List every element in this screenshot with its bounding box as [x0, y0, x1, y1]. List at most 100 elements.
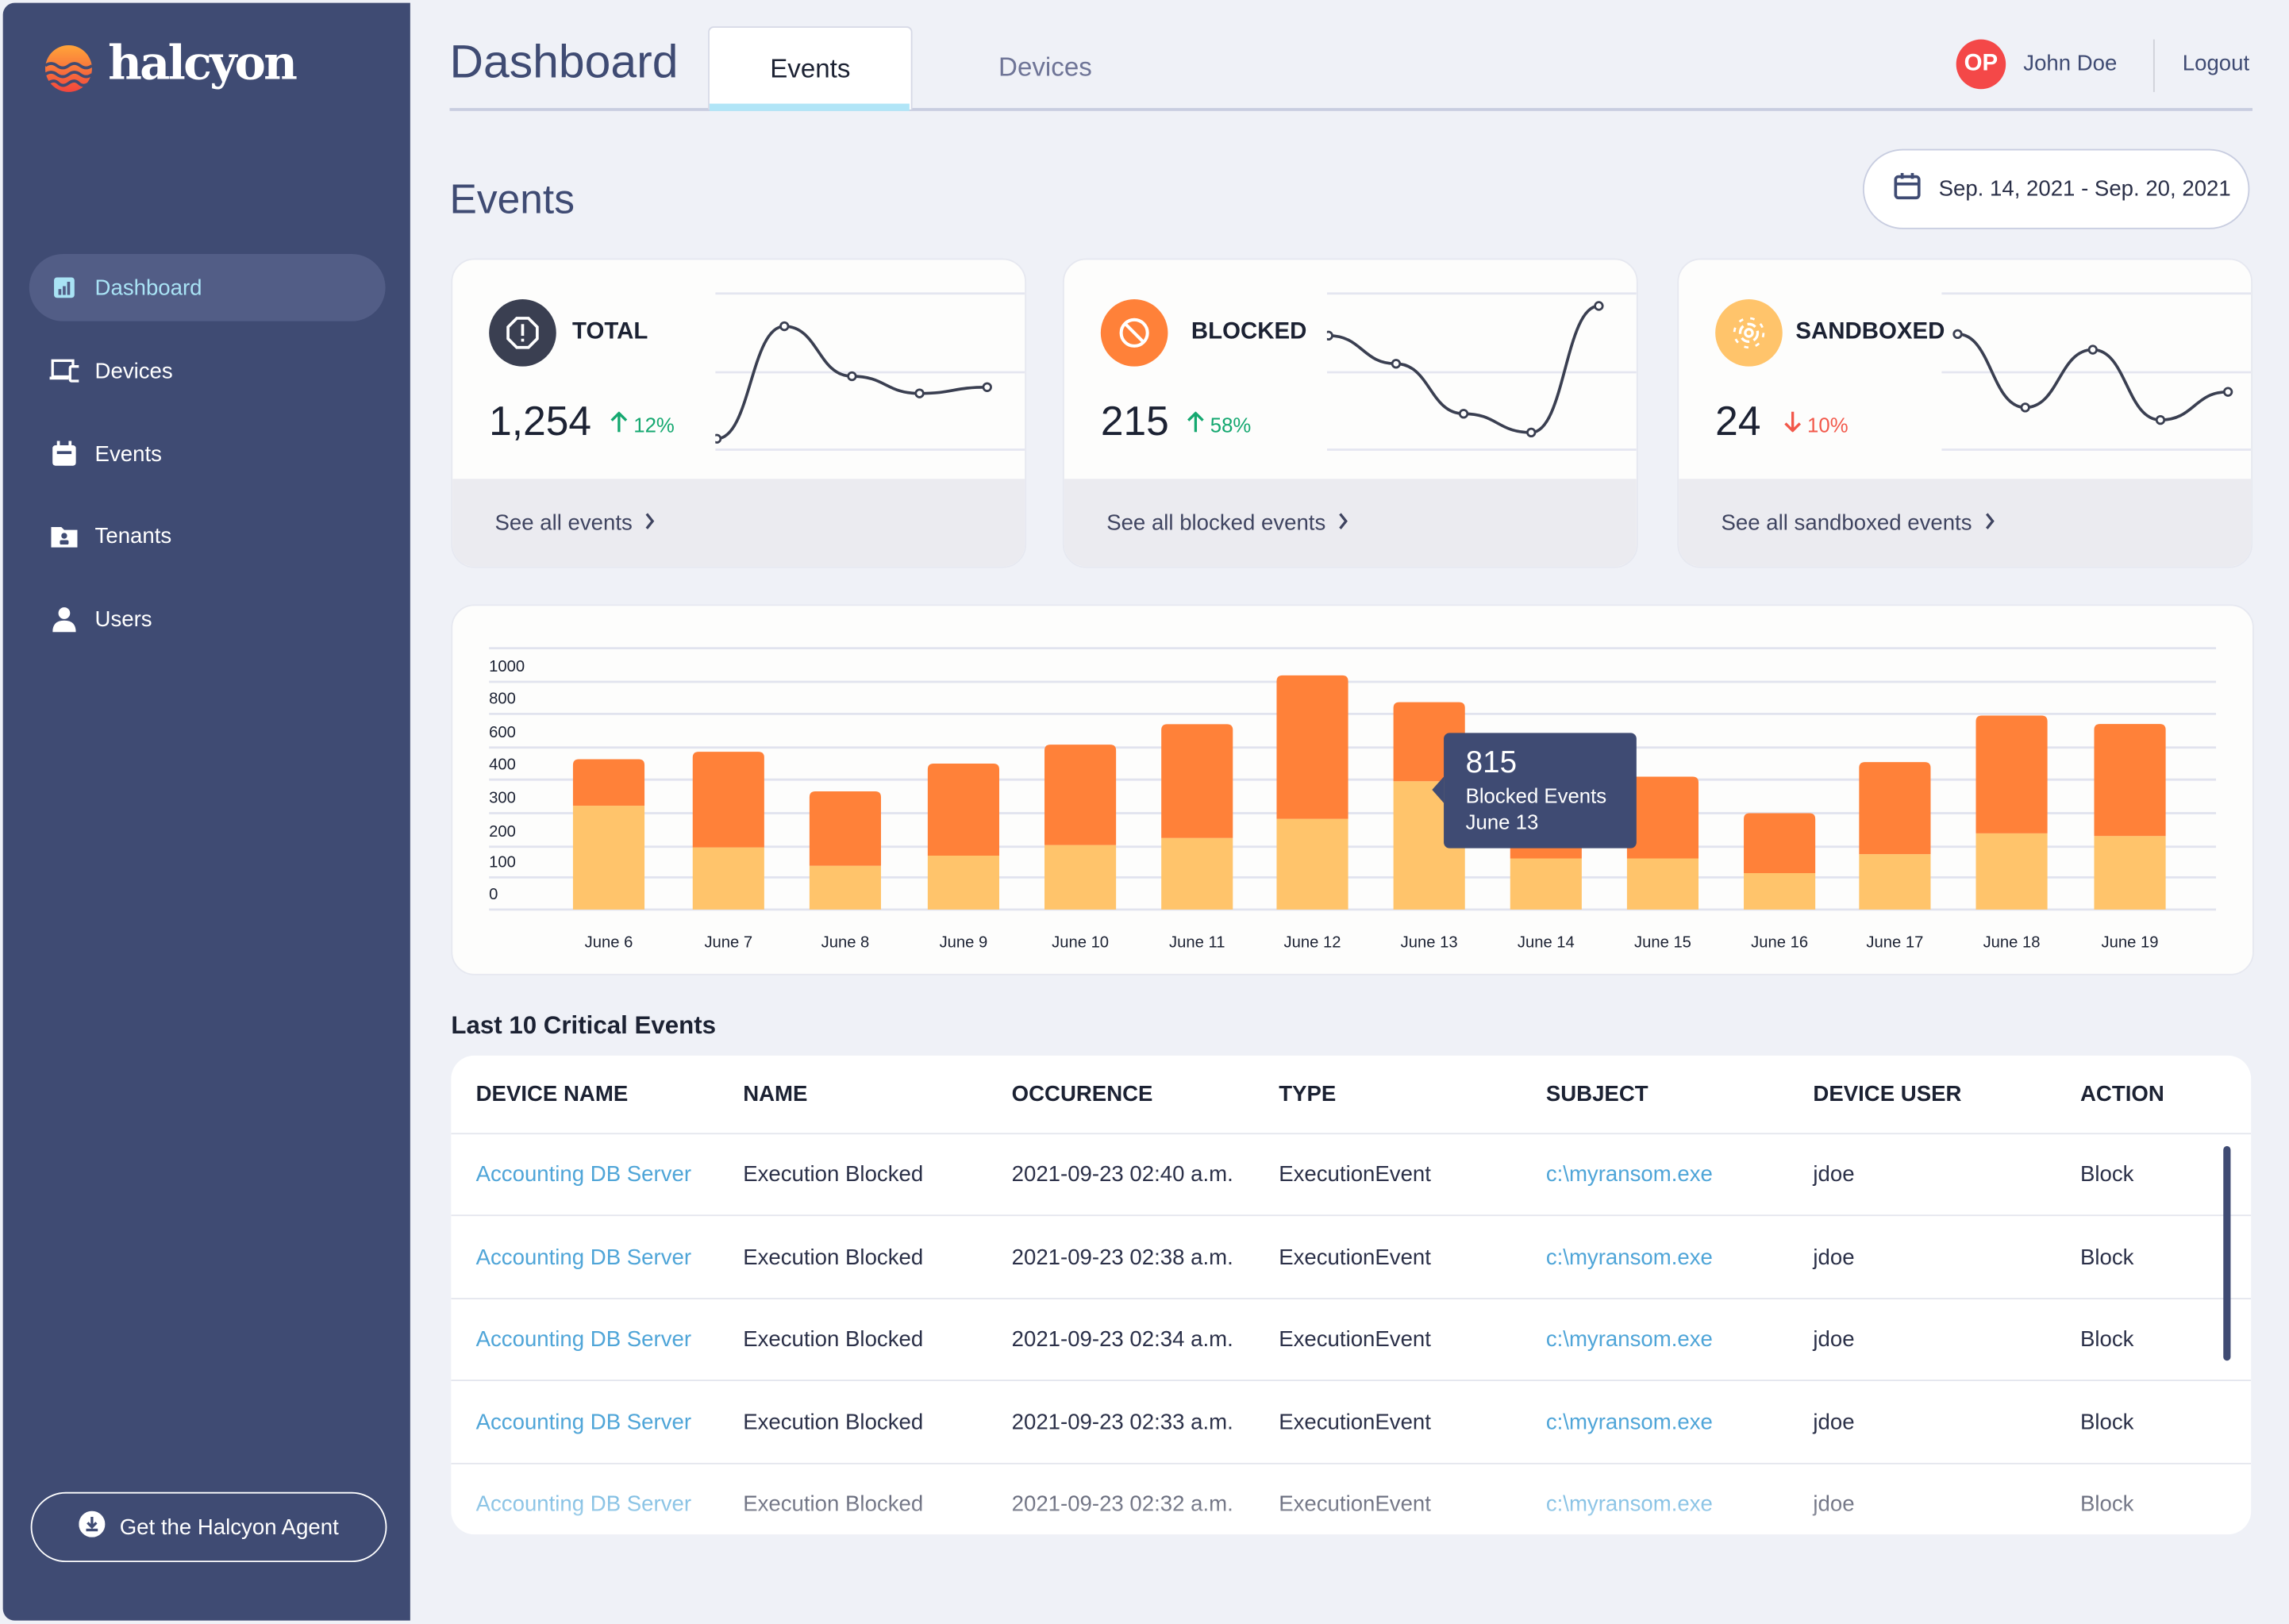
user-name[interactable]: John Doe: [2023, 51, 2118, 76]
y-tick-label: 800: [489, 691, 516, 708]
row-divider: [451, 1380, 2252, 1381]
x-tick-label: June 7: [704, 934, 752, 952]
x-tick-label: June 13: [1401, 934, 1458, 952]
bar-segment[interactable]: [1044, 845, 1117, 910]
sidebar-item-events[interactable]: Events: [29, 421, 386, 488]
x-tick-label: June 14: [1518, 934, 1575, 952]
y-tick-label: 100: [489, 854, 516, 872]
stat-label: BLOCKED: [1191, 319, 1307, 345]
table-cell: 2021-09-23 02:34 a.m.: [1011, 1326, 1233, 1353]
bar-segment[interactable]: [1859, 762, 1931, 855]
stat-card-sandboxed: SANDBOXED 24 10% See all sandboxed event…: [1677, 258, 2253, 568]
device-link[interactable]: Accounting DB Server: [475, 1326, 692, 1353]
date-range-picker[interactable]: Sep. 14, 2021 - Sep. 20, 2021: [1862, 148, 2250, 229]
avatar[interactable]: OP: [1956, 39, 2006, 90]
sidebar-item-tenants[interactable]: Tenants: [29, 502, 386, 570]
arrow-up-icon: [610, 411, 628, 437]
see-all-label: See all blocked events: [1106, 510, 1326, 536]
bar-segment[interactable]: [927, 763, 1000, 856]
subject-link[interactable]: c:\myransom.exe: [1545, 1245, 1713, 1270]
subject-link[interactable]: c:\myransom.exe: [1545, 1491, 1713, 1518]
bar-segment[interactable]: [1744, 813, 1816, 874]
column-header[interactable]: ACTION: [2080, 1081, 2164, 1107]
device-link[interactable]: Accounting DB Server: [475, 1245, 692, 1270]
sidebar-item-devices[interactable]: Devices: [29, 337, 386, 405]
arrow-up-icon: [1187, 411, 1204, 437]
chevron-right-icon: [644, 510, 656, 535]
sidebar-item-label: Dashboard: [94, 275, 202, 300]
column-header[interactable]: DEVICE USER: [1813, 1081, 1962, 1107]
see-all-link[interactable]: See all sandboxed events: [1679, 479, 2252, 567]
sparkline-point: [1458, 409, 1469, 419]
bar-chart-icon: [50, 273, 79, 302]
stat-card-blocked: BLOCKED 215 58% See all blocked events: [1063, 258, 1638, 568]
x-tick-label: June 12: [1284, 934, 1341, 952]
bar-segment[interactable]: [809, 865, 882, 910]
bar-segment[interactable]: [1161, 724, 1233, 838]
chevron-right-icon: [1983, 510, 1995, 535]
bar-segment[interactable]: [692, 752, 764, 848]
column-header[interactable]: OCCURENCE: [1011, 1081, 1153, 1107]
bar-segment[interactable]: [2094, 724, 2166, 837]
bar-segment[interactable]: [2094, 836, 2166, 910]
y-tick-label: 200: [489, 823, 516, 841]
column-header[interactable]: DEVICE NAME: [475, 1081, 629, 1107]
bar-segment[interactable]: [1975, 715, 2048, 833]
bar-segment[interactable]: [1744, 873, 1816, 910]
tab-events[interactable]: Events: [708, 26, 913, 110]
table-title: Last 10 Critical Events: [451, 1011, 717, 1040]
see-all-link[interactable]: See all events: [452, 479, 1025, 567]
column-header[interactable]: TYPE: [1279, 1081, 1337, 1107]
row-divider: [451, 1297, 2252, 1299]
sidebar-item-dashboard[interactable]: Dashboard: [29, 254, 386, 321]
y-tick-label: 600: [489, 724, 516, 741]
bar-segment[interactable]: [1161, 837, 1233, 910]
table-cell: Block: [2080, 1245, 2134, 1270]
bar-segment[interactable]: [1276, 818, 1348, 910]
subject-link[interactable]: c:\myransom.exe: [1545, 1326, 1713, 1353]
bar-segment[interactable]: [1626, 776, 1699, 859]
table-cell: 2021-09-23 02:38 a.m.: [1011, 1245, 1233, 1270]
bar-segment[interactable]: [1975, 833, 2048, 910]
sidebar-item-users[interactable]: Users: [29, 586, 386, 653]
table-cell: Execution Blocked: [743, 1409, 924, 1435]
get-agent-label: Get the Halcyon Agent: [119, 1514, 339, 1540]
sparkline-point: [2020, 402, 2030, 413]
table-cell: jdoe: [1813, 1491, 1855, 1518]
subject-link[interactable]: c:\myransom.exe: [1545, 1409, 1713, 1435]
tab-label: Events: [770, 53, 851, 83]
device-link[interactable]: Accounting DB Server: [475, 1162, 692, 1187]
x-tick-label: June 8: [821, 934, 870, 952]
bar-segment[interactable]: [1044, 745, 1117, 845]
y-tick-label: 300: [489, 790, 516, 807]
tab-devices[interactable]: Devices: [949, 26, 1142, 108]
table-scrollbar[interactable]: [2223, 1145, 2231, 1361]
see-all-label: See all sandboxed events: [1721, 510, 1972, 536]
bar-segment[interactable]: [1276, 675, 1348, 819]
column-header[interactable]: NAME: [743, 1081, 808, 1107]
bar-segment[interactable]: [927, 855, 1000, 910]
bar-segment[interactable]: [692, 847, 764, 910]
subject-link[interactable]: c:\myransom.exe: [1545, 1162, 1713, 1187]
sparkline-point: [2222, 387, 2233, 397]
column-header[interactable]: SUBJECT: [1545, 1081, 1648, 1107]
device-link[interactable]: Accounting DB Server: [475, 1409, 692, 1435]
device-link[interactable]: Accounting DB Server: [475, 1491, 692, 1518]
sparkline-point: [1326, 330, 1333, 341]
bar-segment[interactable]: [1626, 858, 1699, 910]
brand-name[interactable]: halcyon: [108, 35, 298, 91]
bar-segment[interactable]: [572, 806, 645, 910]
bar-segment[interactable]: [572, 759, 645, 806]
stat-delta: 12%: [610, 411, 675, 437]
logout-link[interactable]: Logout: [2182, 51, 2250, 76]
see-all-link[interactable]: See all blocked events: [1064, 479, 1637, 567]
table-cell: jdoe: [1813, 1326, 1855, 1353]
bar-segment[interactable]: [1859, 854, 1931, 910]
stat-delta-value: 58%: [1210, 412, 1252, 437]
get-agent-button[interactable]: Get the Halcyon Agent: [30, 1491, 387, 1563]
arrow-down-icon: [1784, 411, 1802, 437]
bar-segment[interactable]: [809, 791, 882, 866]
bar-segment[interactable]: [1510, 858, 1582, 910]
calendar-icon: [1894, 172, 1922, 206]
x-tick-label: June 9: [940, 934, 988, 952]
